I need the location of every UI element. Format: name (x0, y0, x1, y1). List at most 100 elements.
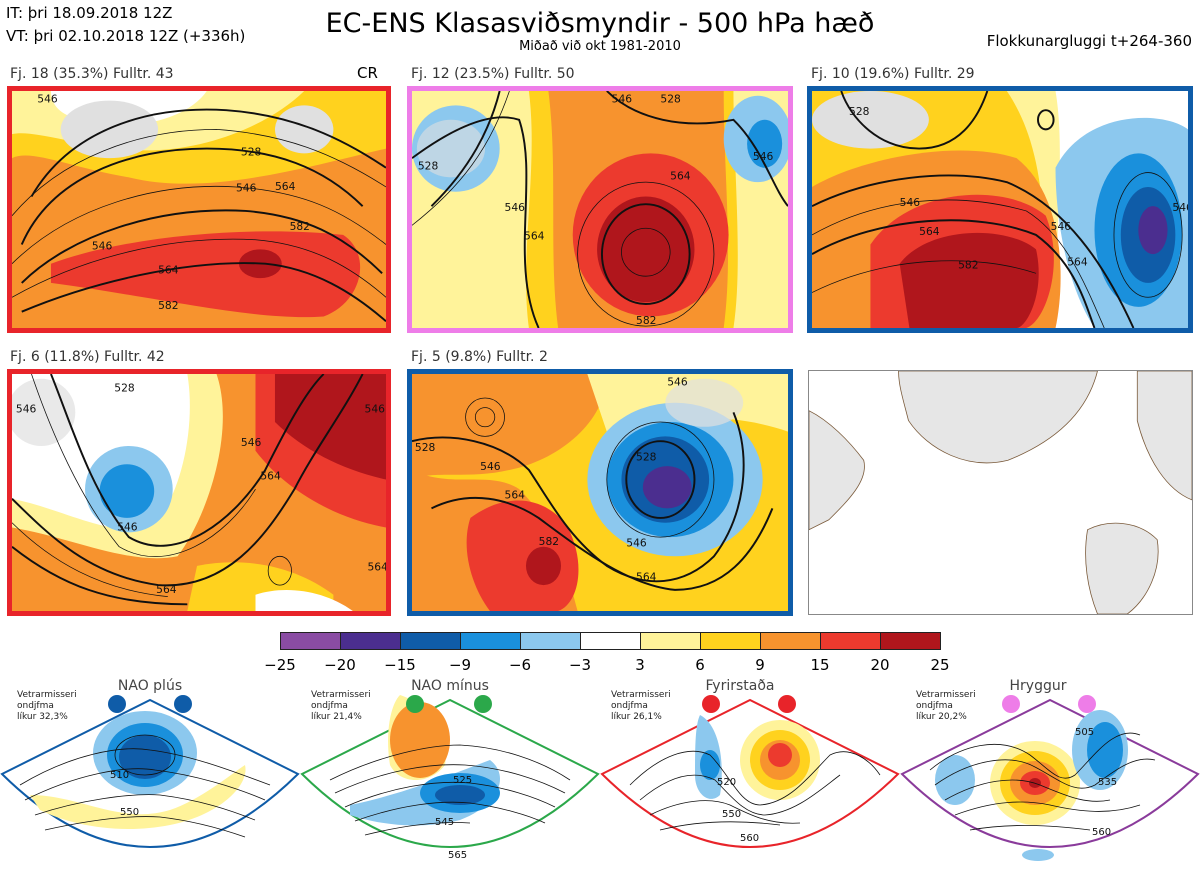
colorbar-tick: 15 (810, 656, 830, 674)
contour-label: 528 (415, 441, 436, 454)
regime-map-hryggur: 505 535 560 (900, 675, 1200, 871)
contour-label: 582 (958, 259, 978, 272)
contour-label: 546 (480, 460, 501, 473)
colorbar-tick: −25 (264, 656, 296, 674)
regime-info: Vetrarmisseri ondjfma líkur 20,2% (916, 690, 976, 722)
contour-label: 528 (241, 145, 262, 158)
cluster-map-1: 546 528 546 564 582 546 564 582 (7, 86, 391, 333)
contour-label: 528 (418, 160, 439, 173)
colorbar-tick: −15 (384, 656, 416, 674)
contour-label: 546 (16, 402, 37, 415)
cluster-map-3-field: 528 546 564 582 546 564 546 (812, 91, 1188, 328)
regime-contour-label: 505 (1075, 727, 1094, 738)
page-subtitle: Miðað við okt 1981-2010 (519, 39, 681, 54)
regime-info: Vetrarmisseri ondjfma líkur 21,4% (311, 690, 371, 722)
colorbar-swatch (580, 632, 641, 650)
empty-map-panel (808, 370, 1193, 615)
panel-1-tag: CR (357, 64, 378, 82)
regime-contour-label: 535 (1098, 777, 1117, 788)
contour-label: 546 (117, 520, 138, 533)
regime-nao-minus-field: 525 545 565 (300, 695, 600, 861)
regime-name: Hryggur (1009, 678, 1067, 694)
regime-map-nao-plus: 510 550 (0, 675, 300, 871)
cluster-map-2-field: 546 528 564 546 564 582 528 546 (412, 91, 788, 328)
regime-contour-label: 565 (448, 850, 467, 861)
regime-contour-label: 560 (740, 833, 759, 844)
contour-label: 546 (37, 93, 58, 106)
contour-label: 546 (667, 376, 688, 389)
valid-time: VT: þri 02.10.2018 12Z (+336h) (6, 27, 246, 45)
cluster-map-1-field: 546 528 546 564 582 546 564 582 (12, 91, 386, 328)
colorbar-swatch (400, 632, 461, 650)
contour-label: 564 (505, 489, 526, 502)
contour-label: 582 (158, 299, 178, 312)
empty-map-land (809, 371, 1192, 614)
panel-5-label: Fj. 5 (9.8%) Fulltr. 2 (411, 349, 548, 365)
regime-contour-label: 525 (453, 775, 472, 786)
colorbar-tick: 20 (870, 656, 890, 674)
contour-label: 564 (156, 583, 177, 596)
panel-3-label: Fj. 10 (19.6%) Fulltr. 29 (811, 66, 975, 82)
regime-contour-label: 545 (435, 817, 454, 828)
colorbar-tick: 3 (635, 656, 645, 674)
colorbar-tick: −20 (324, 656, 356, 674)
regime-hryggur-field: 505 535 560 (900, 695, 1200, 861)
contour-label: 582 (290, 220, 310, 233)
contour-label: 564 (670, 169, 691, 182)
regime-contour-label: 550 (722, 809, 741, 820)
contour-label: 546 (626, 537, 647, 550)
colorbar-tick: 9 (755, 656, 765, 674)
regime-name: Fyrirstaða (705, 678, 775, 694)
contour-label: 564 (1067, 256, 1088, 269)
colorbar-tick: −3 (568, 656, 592, 674)
contour-label: 564 (158, 263, 179, 276)
contour-label: 546 (92, 239, 113, 252)
contour-label: 564 (260, 470, 281, 483)
contour-label: 582 (636, 314, 656, 327)
colorbar-swatch (340, 632, 401, 650)
cluster-map-2: 546 528 564 546 564 582 528 546 (407, 86, 793, 333)
colorbar-swatch (880, 632, 941, 650)
regime-contour-label: 510 (110, 770, 129, 781)
contour-label: 528 (660, 93, 681, 106)
contour-label: 546 (1172, 201, 1188, 214)
regime-name: NAO mínus (411, 678, 489, 694)
colorbar-swatch (640, 632, 701, 650)
contour-label: 546 (612, 93, 633, 106)
contour-label: 528 (114, 381, 135, 394)
contour-label: 546 (900, 196, 921, 209)
colorbar-swatch (520, 632, 581, 650)
colorbar-swatch (820, 632, 881, 650)
regime-contour-label: 520 (717, 777, 736, 788)
colorbar-tick: −9 (448, 656, 472, 674)
cluster-map-4-field: 546 528 546 564 546 564 546 564 (12, 374, 386, 611)
regime-nao-plus-field: 510 550 (0, 695, 300, 848)
panel-2-label: Fj. 12 (23.5%) Fulltr. 50 (411, 66, 575, 82)
contour-label: 564 (524, 230, 545, 243)
regime-fyrirstada-field: 520 550 560 (600, 695, 900, 848)
contour-label: 546 (236, 182, 257, 195)
contour-label: 564 (367, 561, 386, 574)
initial-time: IT: þri 18.09.2018 12Z (6, 4, 173, 22)
contour-label: 546 (241, 436, 262, 449)
regime-info: Vetrarmisseri ondjfma líkur 32,3% (17, 690, 77, 722)
cluster-map-5: 528 546 564 528 546 582 564 546 (407, 369, 793, 616)
contour-label: 528 (849, 105, 870, 118)
cluster-map-4: 546 528 546 564 546 564 546 564 (7, 369, 391, 616)
regime-name: NAO plús (117, 678, 183, 694)
colorbar-swatch (760, 632, 821, 650)
contour-label: 546 (365, 402, 386, 415)
regime-map-nao-minus: 525 545 565 (300, 675, 600, 871)
contour-label: 528 (636, 450, 657, 463)
colorbar-swatch (460, 632, 521, 650)
panel-4-label: Fj. 6 (11.8%) Fulltr. 42 (10, 349, 165, 365)
regime-contour-label: 550 (120, 807, 139, 818)
regime-map-fyrirstada: 520 550 560 (600, 675, 900, 871)
colorbar-swatch (280, 632, 341, 650)
panel-1-label: Fj. 18 (35.3%) Fulltr. 43 (10, 66, 174, 82)
colorbar-swatch (700, 632, 761, 650)
regime-contour-label: 560 (1092, 827, 1111, 838)
contour-label: 564 (919, 225, 940, 238)
colorbar-tick: −6 (508, 656, 532, 674)
contour-label: 582 (539, 535, 559, 548)
